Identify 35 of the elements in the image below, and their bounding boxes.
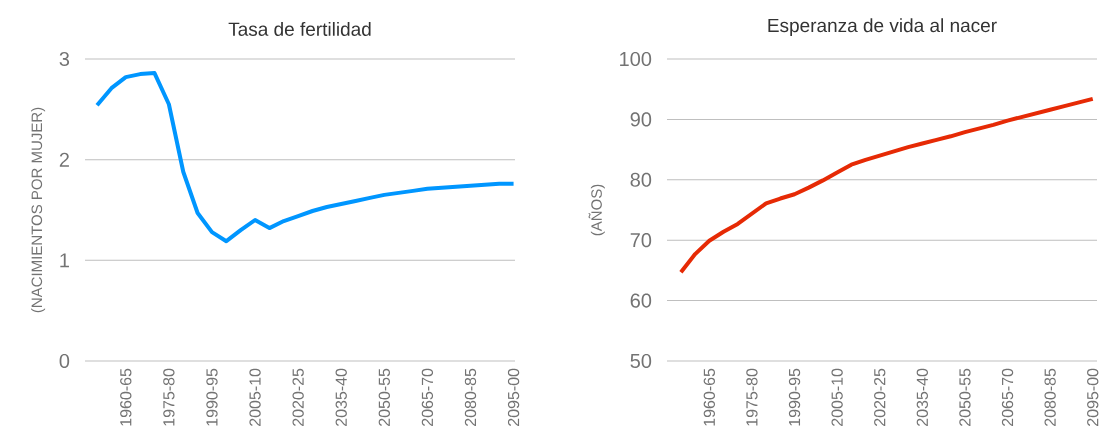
y-tick-label: 1 <box>60 253 69 268</box>
x-tick-label: 2050-55 <box>378 368 390 426</box>
y-tick-label: 80 <box>630 172 652 187</box>
y-tick-label: 2 <box>59 152 69 167</box>
y-tick-label: 0 <box>59 353 70 369</box>
chart-title: Esperanza de vida al nacer <box>768 18 997 36</box>
x-tick-label: 2065-70 <box>421 368 434 426</box>
x-tick-label: 2035-40 <box>335 368 347 426</box>
y-tick-label: 90 <box>630 112 652 127</box>
x-tick-label: 2035-40 <box>916 368 928 426</box>
x-tick-label: 1975-80 <box>746 368 758 426</box>
y-tick-label: 100 <box>620 51 652 67</box>
x-tick-label: 2095-00 <box>507 368 520 426</box>
x-tick-label: 1960-65 <box>703 368 715 426</box>
y-tick-label: 70 <box>630 233 652 248</box>
y-axis-title: (AÑOS) <box>588 184 605 236</box>
x-tick-label: 2065-70 <box>1001 368 1014 426</box>
x-tick-label: 2080-85 <box>464 368 477 426</box>
x-tick-label: 2005-10 <box>249 368 261 426</box>
x-tick-label: 2020-25 <box>292 368 304 426</box>
y-axis-title: (NACIMIENTOS POR MUJER) <box>31 107 46 313</box>
y-tick-label: 60 <box>630 293 652 308</box>
y-tick-label: 50 <box>630 353 652 369</box>
y-tick-label: 3 <box>59 51 70 67</box>
x-tick-label: 2005-10 <box>831 368 843 426</box>
x-tick-label: 1960-65 <box>120 368 132 426</box>
x-tick-label: 1990-95 <box>788 368 801 426</box>
chart-title: Tasa de fertilidad <box>228 21 371 36</box>
x-tick-label: 2020-25 <box>874 368 886 426</box>
x-tick-label: 1990-95 <box>206 368 218 426</box>
x-tick-label: 1975-80 <box>163 368 175 426</box>
line-series <box>95 71 516 244</box>
x-tick-label: 2050-55 <box>959 368 971 426</box>
x-tick-label: 2095-00 <box>1087 368 1099 426</box>
x-tick-label: 2080-85 <box>1044 368 1056 426</box>
